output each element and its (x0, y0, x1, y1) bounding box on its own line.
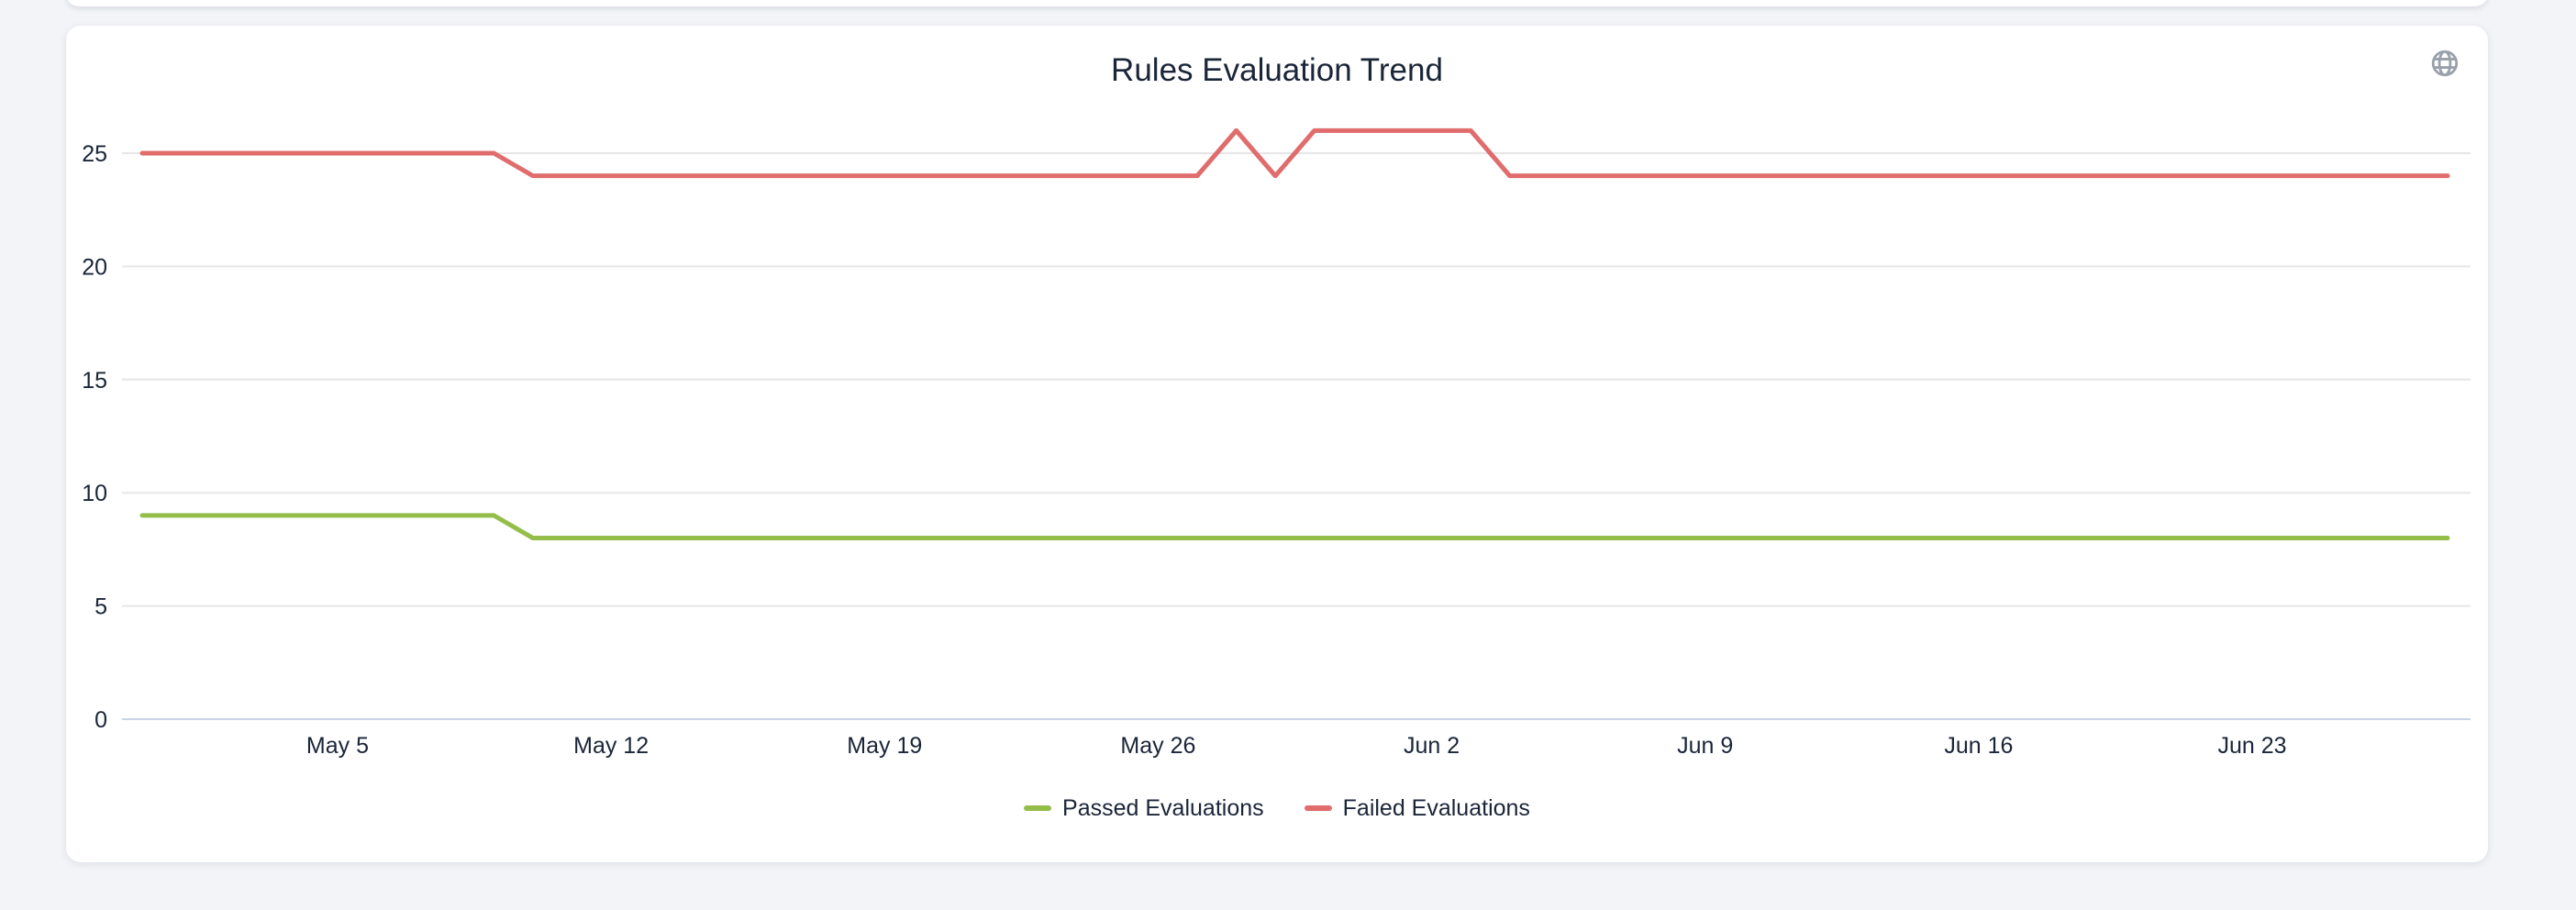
y-axis-label-10: 10 (82, 481, 107, 506)
y-axis-label-0: 0 (94, 707, 107, 733)
chart-legend: Passed Evaluations Failed Evaluations (66, 794, 2488, 822)
legend-marker-passed-evaluations (1024, 805, 1052, 811)
x-axis-label-may-26: May 26 (1120, 733, 1195, 759)
y-axis-label-20: 20 (82, 254, 107, 280)
x-axis-label-jun-23: Jun 23 (2218, 733, 2287, 759)
legend-marker-failed-evaluations (1304, 805, 1332, 811)
legend-item-passed-evaluations[interactable]: Passed Evaluations (1024, 794, 1264, 822)
y-axis-label-25: 25 (82, 141, 107, 167)
x-axis-label-jun-16: Jun 16 (1944, 733, 2013, 759)
legend-item-failed-evaluations[interactable]: Failed Evaluations (1304, 794, 1530, 822)
previous-card-bottom-edge (66, 0, 2488, 6)
rules-evaluation-trend-chart: 0 5 10 15 20 25 May 5 May 12 May 19 May 26 Jun 2 Ju… (82, 128, 2471, 759)
y-axis-label-15: 15 (82, 368, 107, 394)
chart-title: Rules Evaluation Trend (1111, 52, 1443, 88)
y-axis-label-5: 5 (94, 594, 107, 620)
globe-icon (2431, 50, 2459, 77)
x-axis-label-jun-9: Jun 9 (1677, 733, 1733, 759)
rules-evaluation-trend-card: Rules Evaluation Trend 0 5 10 15 20 25 May 5 Ma… (66, 26, 2488, 862)
passed-evaluations-line (139, 513, 2450, 541)
x-axis-label-jun-2: Jun 2 (1404, 733, 1460, 759)
x-axis-label-may-19: May 19 (847, 733, 922, 759)
legend-label-failed-evaluations: Failed Evaluations (1342, 795, 1530, 821)
x-axis-label-may-12: May 12 (573, 733, 649, 759)
failed-evaluations-line (139, 128, 2450, 179)
x-axis-label-may-5: May 5 (306, 733, 369, 759)
legend-label-passed-evaluations: Passed Evaluations (1062, 795, 1264, 821)
timezone-globe-button[interactable] (2429, 48, 2460, 79)
